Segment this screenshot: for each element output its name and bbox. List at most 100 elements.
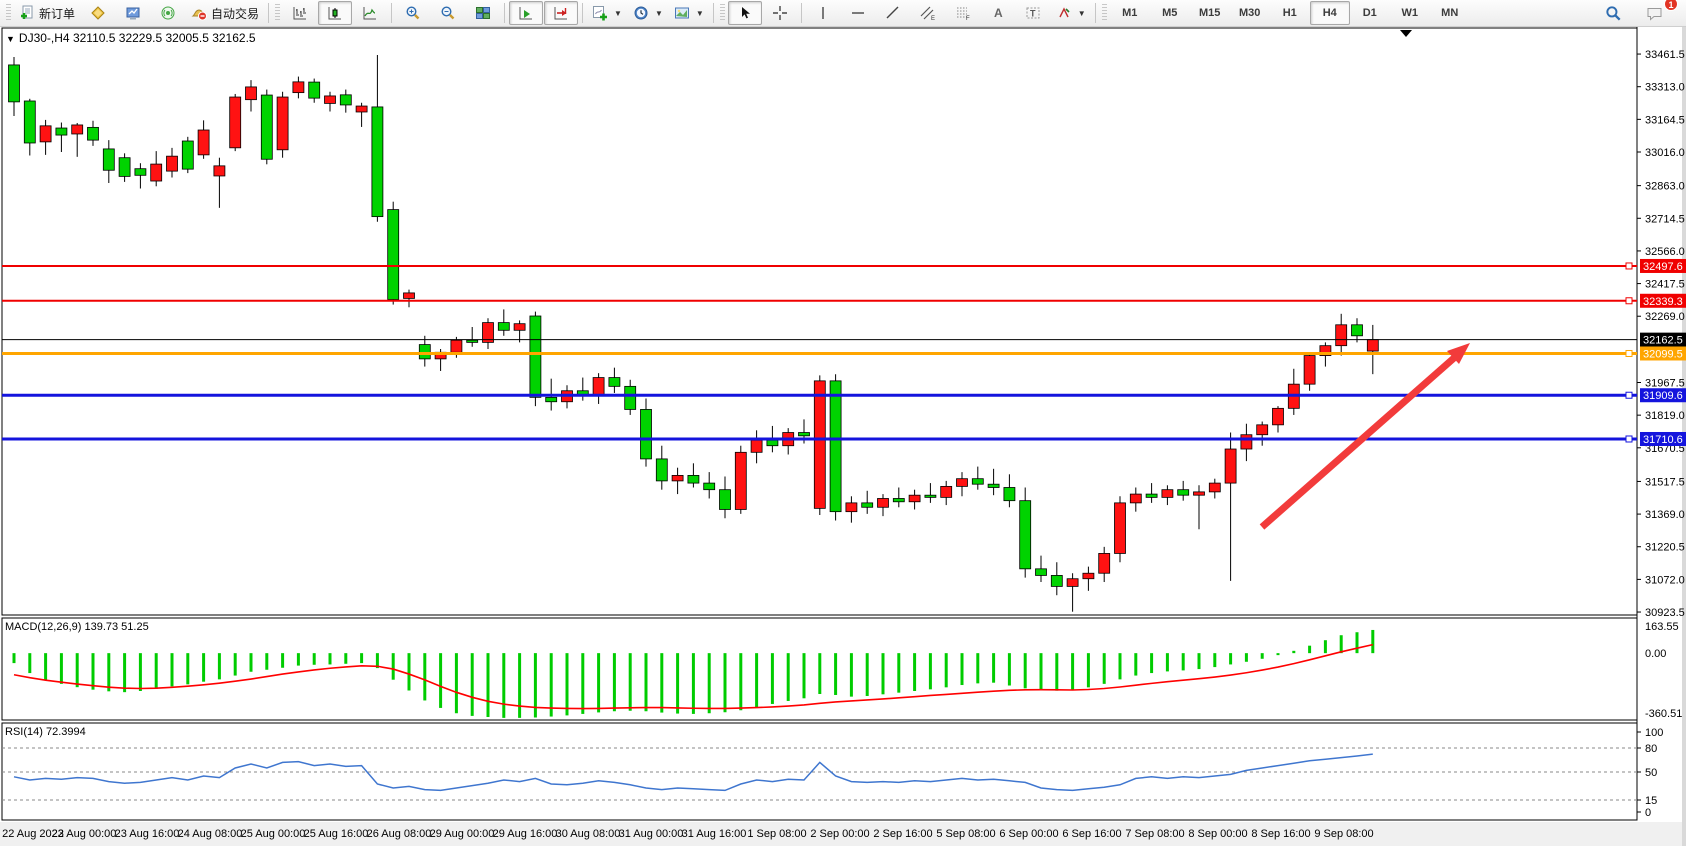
horizontal-line-button[interactable] bbox=[841, 1, 875, 25]
svg-text:31819.0: 31819.0 bbox=[1645, 410, 1685, 422]
signals-icon bbox=[160, 5, 176, 21]
toolbar-grip bbox=[275, 4, 281, 22]
svg-text:29 Aug 16:00: 29 Aug 16:00 bbox=[493, 828, 558, 840]
svg-text:31072.0: 31072.0 bbox=[1645, 574, 1685, 586]
zoom-out-button[interactable] bbox=[431, 1, 465, 25]
new-order-label: 新订单 bbox=[39, 6, 76, 21]
toolbar-separator bbox=[582, 3, 584, 23]
arrows-button[interactable]: ▼ bbox=[1051, 1, 1091, 25]
bar-chart-button[interactable] bbox=[283, 1, 317, 25]
timeframe-H4[interactable]: H4 bbox=[1309, 1, 1350, 25]
svg-text:7 Sep 08:00: 7 Sep 08:00 bbox=[1125, 828, 1184, 840]
templates-button[interactable]: ▼ bbox=[669, 1, 709, 25]
timeframe-bar: M1 M5 M15 M30 H1 H4 D1 W1 MN bbox=[1110, 1, 1470, 25]
text-label-icon: T bbox=[1025, 5, 1041, 21]
fibonacci-icon: F bbox=[955, 5, 971, 21]
timeframe-MN[interactable]: MN bbox=[1441, 7, 1459, 19]
indicator-axes: 163.55 0.00 -360.51 100 80 50 150 bbox=[1637, 621, 1682, 819]
svg-text:32566.0: 32566.0 bbox=[1645, 246, 1685, 258]
market-watch-button[interactable] bbox=[116, 1, 150, 25]
chart-shift-button[interactable] bbox=[544, 1, 579, 25]
candlestick-chart-button[interactable] bbox=[318, 1, 353, 25]
rsi-indicator-label: RSI(14) 72.3994 bbox=[5, 726, 86, 738]
zoom-out-icon bbox=[440, 5, 456, 21]
svg-text:2 Sep 16:00: 2 Sep 16:00 bbox=[873, 828, 932, 840]
main-chart-canvas[interactable]: 33461.5 33313.0 33164.5 33016.0 32863.0 32714… bbox=[0, 27, 1686, 846]
metaeditor-icon bbox=[90, 5, 106, 21]
line-chart-button[interactable] bbox=[353, 1, 387, 25]
toolbar-separator bbox=[712, 3, 714, 23]
periods-clock-button[interactable]: ▼ bbox=[628, 1, 668, 25]
trend-arrow[interactable] bbox=[1259, 343, 1470, 530]
chart-shift-marker[interactable] bbox=[1400, 30, 1412, 37]
text-label-button[interactable]: T bbox=[1016, 1, 1050, 25]
vertical-line-button[interactable] bbox=[806, 1, 840, 25]
toolbar-separator bbox=[1094, 3, 1096, 23]
chart-title: ▼ DJ30-,H4 32110.5 32229.5 32005.5 32162.… bbox=[6, 31, 256, 45]
notifications-button[interactable]: 1 bbox=[1638, 0, 1678, 25]
hline-resistance-1[interactable]: 32497.6 bbox=[2, 258, 1686, 273]
indicators-add-button[interactable]: ▼ bbox=[587, 1, 627, 25]
price-label-current-price: 32162.5 bbox=[1643, 335, 1683, 347]
hline-resistance-2[interactable]: 32339.3 bbox=[2, 293, 1686, 308]
indicators-add-icon bbox=[592, 5, 608, 21]
autotrade-label: 自动交易 bbox=[211, 6, 260, 21]
svg-text:8 Sep 16:00: 8 Sep 16:00 bbox=[1251, 828, 1310, 840]
text-button[interactable]: A bbox=[981, 1, 1015, 25]
timeframe-M30[interactable]: M30 bbox=[1239, 7, 1261, 19]
autotrade-button[interactable]: 自动交易 bbox=[186, 1, 264, 25]
svg-text:T: T bbox=[1030, 9, 1036, 19]
svg-text:15: 15 bbox=[1645, 795, 1657, 807]
svg-text:25 Aug 16:00: 25 Aug 16:00 bbox=[304, 828, 369, 840]
svg-text:A: A bbox=[994, 6, 1003, 20]
crosshair-icon bbox=[772, 5, 788, 21]
tile-windows-icon bbox=[475, 5, 491, 21]
cursor-icon bbox=[737, 5, 753, 21]
price-label-support-1: 31909.6 bbox=[1643, 390, 1683, 402]
symbol-dropdown-icon[interactable]: ▼ bbox=[6, 34, 15, 44]
new-order-button[interactable]: 新订单 bbox=[14, 1, 80, 25]
svg-text:30 Aug 08:00: 30 Aug 08:00 bbox=[556, 828, 621, 840]
zoom-in-button[interactable] bbox=[396, 1, 430, 25]
dropdown-caret-icon: ▼ bbox=[654, 8, 663, 18]
svg-text:33016.0: 33016.0 bbox=[1645, 147, 1685, 159]
rsi-line bbox=[13, 753, 1373, 792]
hline-support-1[interactable]: 31909.6 bbox=[2, 388, 1686, 403]
autotrade-icon bbox=[191, 5, 208, 21]
svg-text:29 Aug 00:00: 29 Aug 00:00 bbox=[430, 828, 495, 840]
metaeditor-button[interactable] bbox=[81, 1, 115, 25]
svg-text:6 Sep 00:00: 6 Sep 00:00 bbox=[999, 828, 1058, 840]
timeframe-M15[interactable]: M15 bbox=[1199, 7, 1221, 19]
chart-shift-icon bbox=[553, 5, 569, 21]
timeframe-H1[interactable]: H1 bbox=[1282, 7, 1297, 19]
price-label-support-2: 31710.6 bbox=[1643, 434, 1683, 446]
timeframe-M5[interactable]: M5 bbox=[1162, 7, 1178, 19]
svg-text:26 Aug 08:00: 26 Aug 08:00 bbox=[367, 828, 432, 840]
timeframe-D1[interactable]: D1 bbox=[1362, 7, 1377, 19]
svg-text:32863.0: 32863.0 bbox=[1645, 181, 1685, 193]
equidistant-channel-button[interactable]: E bbox=[911, 1, 945, 25]
trendline-button[interactable] bbox=[876, 1, 910, 25]
signals-button[interactable] bbox=[151, 1, 185, 25]
svg-text:22 Aug 2022: 22 Aug 2022 bbox=[2, 828, 64, 840]
hline-current-price[interactable]: 32162.5 bbox=[2, 332, 1686, 347]
line-chart-icon bbox=[362, 5, 378, 21]
auto-scroll-button[interactable] bbox=[509, 1, 544, 25]
equidistant-channel-icon: E bbox=[920, 5, 936, 21]
price-axis[interactable]: 33461.5 33313.0 33164.5 33016.0 32863.0 32714… bbox=[1637, 49, 1685, 619]
cursor-button[interactable] bbox=[727, 1, 762, 25]
timeframe-W1[interactable]: W1 bbox=[1401, 7, 1418, 19]
hline-orange-level[interactable]: 32099.5 bbox=[2, 346, 1686, 361]
svg-text:31 Aug 00:00: 31 Aug 00:00 bbox=[619, 828, 684, 840]
search-button[interactable] bbox=[1596, 1, 1630, 25]
crosshair-button[interactable] bbox=[763, 1, 797, 25]
svg-text:0.00: 0.00 bbox=[1645, 648, 1666, 660]
svg-text:9 Sep 08:00: 9 Sep 08:00 bbox=[1314, 828, 1373, 840]
svg-text:100: 100 bbox=[1645, 727, 1663, 739]
chart-window: 33461.5 33313.0 33164.5 33016.0 32863.0 32714… bbox=[0, 27, 1686, 846]
fibonacci-button[interactable]: F bbox=[946, 1, 980, 25]
tile-windows-button[interactable] bbox=[466, 1, 500, 25]
notifications-icon bbox=[1646, 5, 1664, 22]
timeframe-M1[interactable]: M1 bbox=[1122, 7, 1138, 19]
